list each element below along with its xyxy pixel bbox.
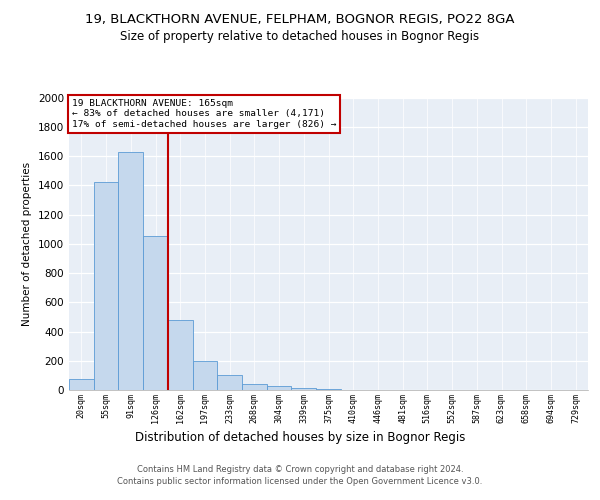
- Bar: [292, 388, 316, 390]
- Bar: [118, 152, 143, 390]
- Text: Size of property relative to detached houses in Bognor Regis: Size of property relative to detached ho…: [121, 30, 479, 43]
- Bar: [217, 374, 242, 390]
- Text: 19 BLACKTHORN AVENUE: 165sqm
← 83% of detached houses are smaller (4,171)
17% of: 19 BLACKTHORN AVENUE: 165sqm ← 83% of de…: [71, 99, 336, 129]
- Y-axis label: Number of detached properties: Number of detached properties: [22, 162, 32, 326]
- Bar: [94, 182, 118, 390]
- Bar: [168, 320, 193, 390]
- Text: 19, BLACKTHORN AVENUE, FELPHAM, BOGNOR REGIS, PO22 8GA: 19, BLACKTHORN AVENUE, FELPHAM, BOGNOR R…: [85, 12, 515, 26]
- Bar: [316, 388, 341, 390]
- Bar: [242, 384, 267, 390]
- Text: Contains public sector information licensed under the Open Government Licence v3: Contains public sector information licen…: [118, 476, 482, 486]
- Bar: [69, 379, 94, 390]
- Text: Distribution of detached houses by size in Bognor Regis: Distribution of detached houses by size …: [135, 431, 465, 444]
- Text: Contains HM Land Registry data © Crown copyright and database right 2024.: Contains HM Land Registry data © Crown c…: [137, 464, 463, 473]
- Bar: [267, 386, 292, 390]
- Bar: [193, 361, 217, 390]
- Bar: [143, 236, 168, 390]
